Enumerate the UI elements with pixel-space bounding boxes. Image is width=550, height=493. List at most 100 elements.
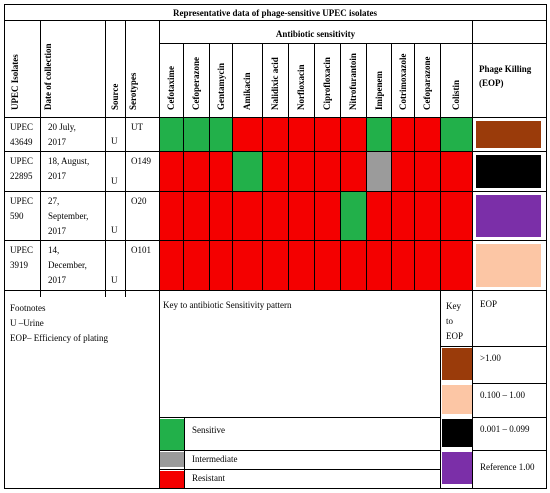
v-rule	[288, 117, 289, 290]
h-rule	[4, 20, 547, 21]
sensitivity-cell	[415, 152, 440, 191]
collection-date: 2017	[48, 137, 66, 147]
sensitivity-cell	[160, 152, 183, 191]
sensitivity-cell	[367, 192, 391, 240]
v-rule	[209, 43, 210, 117]
source-value: U	[111, 176, 118, 186]
v-rule	[159, 20, 160, 297]
collection-date: 20 July,	[48, 122, 76, 132]
sensitivity-cell	[210, 192, 232, 240]
h-rule	[4, 240, 547, 241]
sensitivity-cell	[160, 118, 183, 151]
source-value: U	[111, 225, 118, 235]
outer-bottom	[4, 488, 547, 489]
h-rule	[472, 346, 547, 347]
v-rule	[40, 20, 41, 297]
sensitivity-cell	[367, 152, 391, 191]
footnote-line: U –Urine	[10, 318, 44, 328]
eop-key-label: 0.100 – 1.00	[480, 390, 525, 400]
serotype-value: O149	[131, 156, 151, 166]
sensitivity-cell	[392, 241, 414, 290]
v-rule	[262, 117, 263, 290]
sensitivity-cell	[415, 241, 440, 290]
header-antibiotic: Cefoparazone	[422, 56, 432, 111]
v-rule	[105, 20, 106, 297]
h-rule	[159, 469, 440, 470]
v-rule	[391, 117, 392, 290]
sensitivity-cell	[341, 241, 366, 290]
h-rule	[4, 117, 547, 118]
eop-key-swatch	[442, 348, 472, 380]
isolate-id: UPEC	[10, 122, 34, 132]
header-antibiotic: Nalidixic acid	[270, 57, 280, 110]
h-rule	[472, 383, 547, 384]
source-value: U	[111, 136, 118, 146]
header-source: Source	[110, 83, 120, 110]
sensitivity-cell	[289, 192, 314, 240]
header-phage-killing-eop: (EOP)	[479, 78, 504, 88]
sensitivity-cell	[392, 152, 414, 191]
sensitivity-cell	[210, 241, 232, 290]
sensitivity-cell	[367, 241, 391, 290]
v-rule	[314, 117, 315, 290]
v-rule	[366, 43, 367, 117]
h-rule	[159, 417, 440, 418]
source-value: U	[111, 275, 118, 285]
h-rule	[159, 450, 440, 451]
v-rule	[288, 43, 289, 117]
isolate-id: 590	[10, 211, 24, 221]
eop-key-title: Key	[446, 301, 461, 311]
isolate-id: UPEC	[10, 245, 34, 255]
v-rule	[183, 117, 184, 290]
sensitivity-cell	[441, 192, 472, 240]
sensitivity-cell	[210, 152, 232, 191]
header-antibiotic: Imipenem	[373, 71, 384, 110]
eop-cell	[476, 121, 541, 148]
v-rule	[184, 417, 185, 488]
eop-key-swatch	[442, 385, 472, 414]
header-antibiotic: Ciprofloxacin	[322, 57, 332, 110]
footnote-line: EOP– Efficiency of plating	[10, 333, 109, 343]
header-antibiotic: Cotrimoxazole	[397, 53, 408, 110]
sensitivity-cell	[441, 241, 472, 290]
v-rule	[440, 290, 441, 488]
v-rule	[440, 117, 441, 290]
key-label: Intermediate	[192, 454, 238, 464]
sensitivity-cell	[341, 192, 366, 240]
v-rule	[391, 43, 392, 117]
collection-date: 2017	[48, 226, 66, 236]
sensitivity-cell	[441, 118, 472, 151]
v-rule	[340, 43, 341, 117]
eop-cell	[476, 155, 541, 188]
header-phage-killing: Phage Killing	[479, 64, 532, 74]
key-swatch	[160, 452, 184, 467]
sensitivity-cell	[233, 192, 262, 240]
sensitivity-cell	[289, 152, 314, 191]
eop-key-title: EOP	[446, 331, 464, 341]
header-serotypes: Serotypes	[128, 72, 138, 110]
serotype-value: O101	[131, 245, 151, 255]
header-antibiotic: Norfloxacin	[296, 64, 306, 111]
sensitivity-cell	[160, 241, 183, 290]
h-rule	[440, 346, 472, 347]
header-antibiotic: Amikacin	[242, 72, 252, 110]
eop-key-label: >1.00	[480, 353, 501, 363]
sensitivity-cell	[341, 118, 366, 151]
serotype-value: O20	[131, 196, 147, 206]
v-rule	[262, 43, 263, 117]
header-antibiotic: Cefotaxime	[166, 66, 176, 110]
sensitivity-cell	[367, 118, 391, 151]
sensitivity-cell	[263, 118, 288, 151]
outer-top	[4, 4, 547, 5]
collection-date: 14,	[48, 245, 60, 255]
isolate-id: UPEC	[10, 196, 34, 206]
sensitivity-cell	[392, 192, 414, 240]
sensitivity-cell	[263, 241, 288, 290]
collection-date: September,	[48, 211, 89, 221]
sensitivity-cell	[184, 118, 209, 151]
sensitivity-cell	[315, 241, 340, 290]
eop-key-header: EOP	[480, 299, 498, 309]
v-rule	[472, 20, 473, 488]
antibiotic-key-title: Key to antibiotic Sensitivity pattern	[163, 300, 292, 310]
eop-key-label: 0.001 – 0.099	[480, 424, 530, 434]
